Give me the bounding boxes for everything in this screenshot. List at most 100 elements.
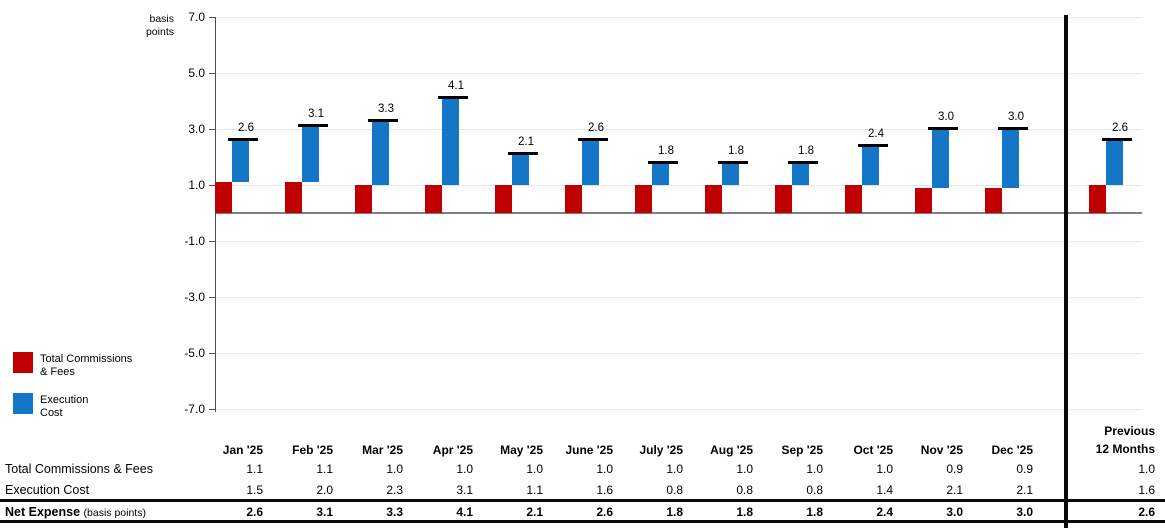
chart-legend: Total Commissions & Fees Execution Cost xyxy=(13,352,132,434)
table-cell: 1.6 xyxy=(596,483,613,497)
table-cell: 4.1 xyxy=(456,505,473,519)
table-cell: 1.0 xyxy=(526,462,543,476)
row-label-net-expense-sub: (basis points) xyxy=(83,507,146,519)
legend-item-total-commissions: Total Commissions & Fees xyxy=(13,352,132,379)
total-commissions-bar xyxy=(845,185,862,213)
y-axis-tick-label: 5.0 xyxy=(188,66,205,80)
table-cell: 1.0 xyxy=(736,462,753,476)
net-expense-value-label: 2.6 xyxy=(238,122,254,135)
table-divider-rule-top xyxy=(0,499,1165,502)
month-column-header: Jan '25 xyxy=(222,443,263,457)
net-expense-cap-line xyxy=(858,143,888,147)
execution-cost-bar xyxy=(372,120,389,185)
net-expense-cap-line xyxy=(648,160,678,164)
net-expense-cap-line xyxy=(228,138,258,142)
month-column-header: July '25 xyxy=(639,443,683,457)
month-column-header: Dec '25 xyxy=(991,443,1033,457)
gridline xyxy=(215,72,1142,74)
net-expense-cap-line xyxy=(368,118,398,122)
net-expense-value-label: 2.6 xyxy=(588,122,604,135)
gridline xyxy=(215,408,1142,410)
table-cell: 1.5 xyxy=(246,483,263,497)
previous-12-months-header-line1: Previous xyxy=(1104,424,1155,438)
y-axis-unit-line2: points xyxy=(145,25,174,38)
legend-item-execution-cost: Execution Cost xyxy=(13,393,132,420)
y-axis-unit-label: basis points xyxy=(126,13,174,38)
net-expense-value-label: 2.4 xyxy=(868,127,884,140)
table-cell: 1.0 xyxy=(876,462,893,476)
gridline xyxy=(215,352,1142,354)
gridline xyxy=(215,16,1142,18)
execution-cost-swatch-icon xyxy=(13,393,33,414)
y-axis-tick-label: -5.0 xyxy=(184,346,205,360)
total-commissions-swatch-icon xyxy=(13,352,33,373)
table-cell: 2.0 xyxy=(316,483,333,497)
execution-cost-bar xyxy=(232,140,249,183)
gridline xyxy=(215,128,1142,130)
month-column-header: Mar '25 xyxy=(362,443,403,457)
y-axis-tick-label: -3.0 xyxy=(184,290,205,304)
row-label-total-commissions: Total Commissions & Fees xyxy=(5,462,153,476)
y-axis-tick-label: -1.0 xyxy=(184,234,205,248)
total-commissions-bar xyxy=(985,187,1002,213)
y-axis-line xyxy=(215,17,216,412)
table-cell: 2.6 xyxy=(596,505,613,519)
table-cell: 2.6 xyxy=(246,505,263,519)
table-cell: 3.3 xyxy=(386,505,403,519)
table-cell: 0.8 xyxy=(666,483,683,497)
net-expense-cap-line xyxy=(508,152,538,156)
x-axis-zero-line xyxy=(215,212,1142,214)
y-axis-unit-line1: basis xyxy=(149,13,174,25)
net-expense-cap-line xyxy=(1102,138,1132,142)
total-commissions-bar xyxy=(705,185,722,213)
month-column-header: Feb '25 xyxy=(292,443,333,457)
y-axis-tick-label: 1.0 xyxy=(188,178,205,192)
total-commissions-bar xyxy=(1089,185,1106,213)
execution-cost-bar xyxy=(512,154,529,185)
total-commissions-bar xyxy=(285,182,302,213)
net-expense-value-label: 2.6 xyxy=(1112,122,1128,135)
table-cell: 1.0 xyxy=(806,462,823,476)
previous-12-months-header-line2: 12 Months xyxy=(1095,442,1155,456)
y-axis-tick-label: -7.0 xyxy=(184,402,205,416)
net-expense-value-label: 4.1 xyxy=(448,80,464,93)
execution-cost-bar xyxy=(792,162,809,185)
total-commissions-bar xyxy=(565,185,582,213)
execution-cost-bar xyxy=(932,129,949,188)
table-cell: 3.0 xyxy=(946,505,963,519)
execution-cost-bar xyxy=(862,145,879,185)
table-cell: 1.0 xyxy=(456,462,473,476)
net-expense-value-label: 3.0 xyxy=(1008,111,1024,123)
month-column-header: June '25 xyxy=(565,443,613,457)
execution-cost-bar xyxy=(1106,140,1123,185)
execution-cost-bar xyxy=(652,162,669,185)
gridline xyxy=(215,240,1142,242)
total-commissions-bar xyxy=(915,187,932,213)
net-expense-cap-line xyxy=(998,127,1028,130)
month-column-header: Apr '25 xyxy=(432,443,473,457)
y-axis-tick xyxy=(209,184,215,186)
net-expense-value-label: 1.8 xyxy=(658,144,674,157)
table-cell: 0.9 xyxy=(946,462,963,476)
table-cell: 3.1 xyxy=(456,483,473,497)
y-axis-tick xyxy=(209,408,215,410)
table-cell: 2.1 xyxy=(526,505,543,519)
net-expense-cap-line xyxy=(788,160,818,164)
y-axis-tick-label: 7.0 xyxy=(188,10,205,24)
net-expense-value-label: 1.8 xyxy=(798,144,814,157)
table-cell-previous: 1.0 xyxy=(1138,462,1155,476)
total-commissions-bar xyxy=(775,185,792,213)
table-cell: 1.8 xyxy=(666,505,683,519)
table-cell: 2.1 xyxy=(946,483,963,497)
table-cell: 1.0 xyxy=(386,462,403,476)
total-commissions-bar xyxy=(635,185,652,213)
table-cell: 0.8 xyxy=(736,483,753,497)
table-cell: 2.3 xyxy=(386,483,403,497)
table-cell-previous: 2.6 xyxy=(1138,505,1155,519)
y-axis-tick xyxy=(209,72,215,74)
net-expense-cap-line xyxy=(578,138,608,142)
gridline xyxy=(215,296,1142,298)
y-axis-tick-label: 3.0 xyxy=(188,122,205,136)
execution-cost-bar xyxy=(1002,129,1019,188)
